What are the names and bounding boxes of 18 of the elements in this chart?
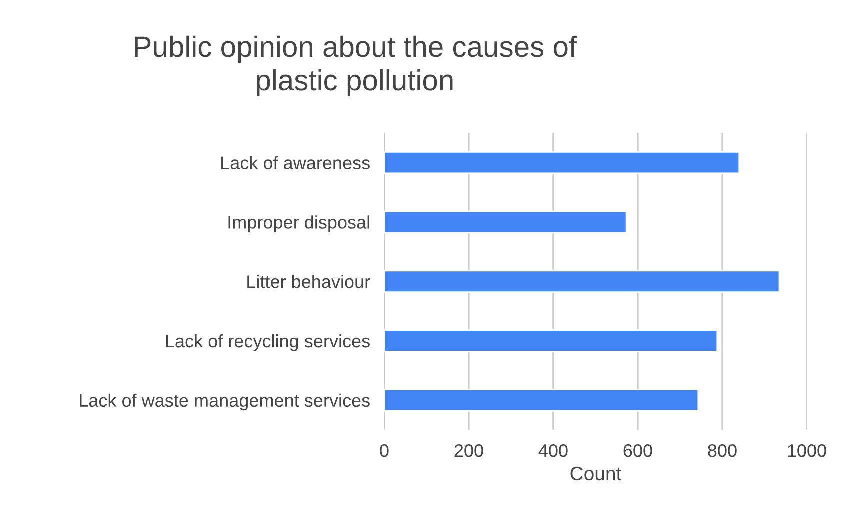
bar	[384, 389, 700, 412]
x-tick-label: 0	[380, 444, 389, 458]
bar	[384, 330, 718, 352]
x-tick-label: 400	[538, 444, 568, 458]
x-tick-label: 200	[454, 444, 484, 458]
x-tick-label: 600	[624, 444, 652, 458]
y-tick-label: Lack of awareness	[222, 156, 370, 170]
chart-title: Public opinion about the causes of plastic pollution	[135, 36, 578, 97]
bar	[384, 270, 780, 293]
x-tick-label: 1000	[788, 444, 826, 458]
y-tick-label: Litter behaviour	[248, 275, 370, 288]
bar	[384, 151, 740, 174]
x-tick-label: 800	[708, 444, 737, 458]
x-axis-title: Count	[570, 466, 622, 481]
y-tick-label: Lack of recycling services	[166, 334, 370, 352]
bar	[384, 210, 628, 234]
y-tick-label: Improper disposal	[228, 216, 370, 232]
y-tick-label: Lack of waste management services	[80, 394, 370, 411]
